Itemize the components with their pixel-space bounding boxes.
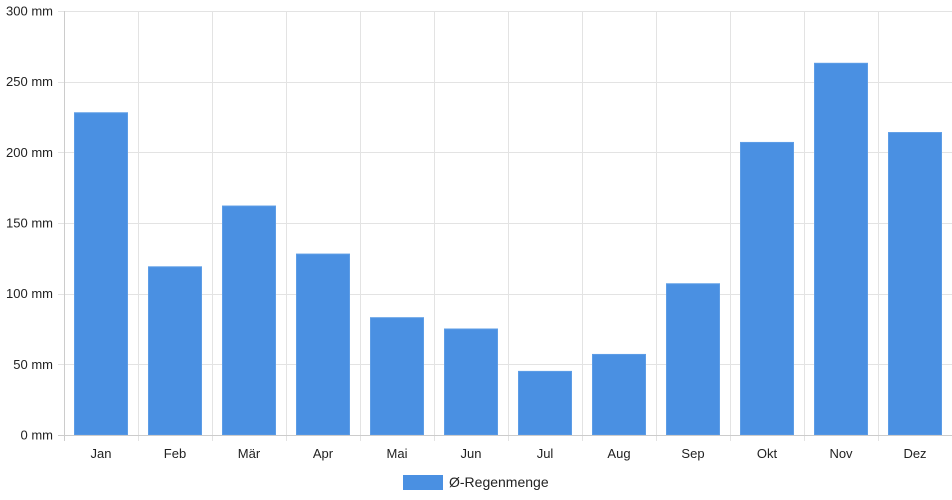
bar-jan[interactable] [74,112,128,436]
y-tick-label: 50 mm [13,357,53,372]
bar-nov[interactable] [814,62,868,436]
y-tick-label: 250 mm [6,74,53,89]
bar-mai[interactable] [370,317,424,436]
legend-swatch [403,475,443,490]
bar-okt[interactable] [740,141,794,436]
bar-sep[interactable] [666,283,720,436]
x-tick-label: Mär [238,446,261,461]
x-tick-label: Mai [387,446,408,461]
y-tick-label: 0 mm [21,428,54,443]
x-tick-label: Nov [829,446,853,461]
bar-aug[interactable] [592,353,646,436]
legend: Ø-Regenmenge [403,474,549,490]
x-tick-label: Jan [91,446,112,461]
legend-label: Ø-Regenmenge [449,474,549,490]
y-axis: 0 mm 50 mm 100 mm 150 mm 200 mm 250 mm 300 mm [6,4,65,443]
bar-dez[interactable] [888,132,942,436]
bar-mär[interactable] [222,205,276,436]
x-tick-label: Sep [681,446,704,461]
x-tick-label: Dez [903,446,926,461]
grid [58,11,952,441]
x-tick-label: Apr [313,446,334,461]
bars [74,62,942,436]
bar-jul[interactable] [518,370,572,436]
x-axis: Jan Feb Mär Apr Mai Jun Jul Aug Sep Okt Nov Dez [58,435,952,461]
x-tick-label: Okt [757,446,778,461]
x-tick-label: Jun [461,446,482,461]
y-tick-label: 150 mm [6,216,53,231]
y-tick-label: 200 mm [6,145,53,160]
x-tick-label: Feb [164,446,186,461]
y-tick-label: 100 mm [6,286,53,301]
x-tick-label: Aug [607,446,630,461]
bar-feb[interactable] [148,266,202,436]
x-tick-label: Jul [537,446,554,461]
y-tick-label: 300 mm [6,4,53,19]
bar-apr[interactable] [296,253,350,436]
bar-jun[interactable] [444,328,498,436]
